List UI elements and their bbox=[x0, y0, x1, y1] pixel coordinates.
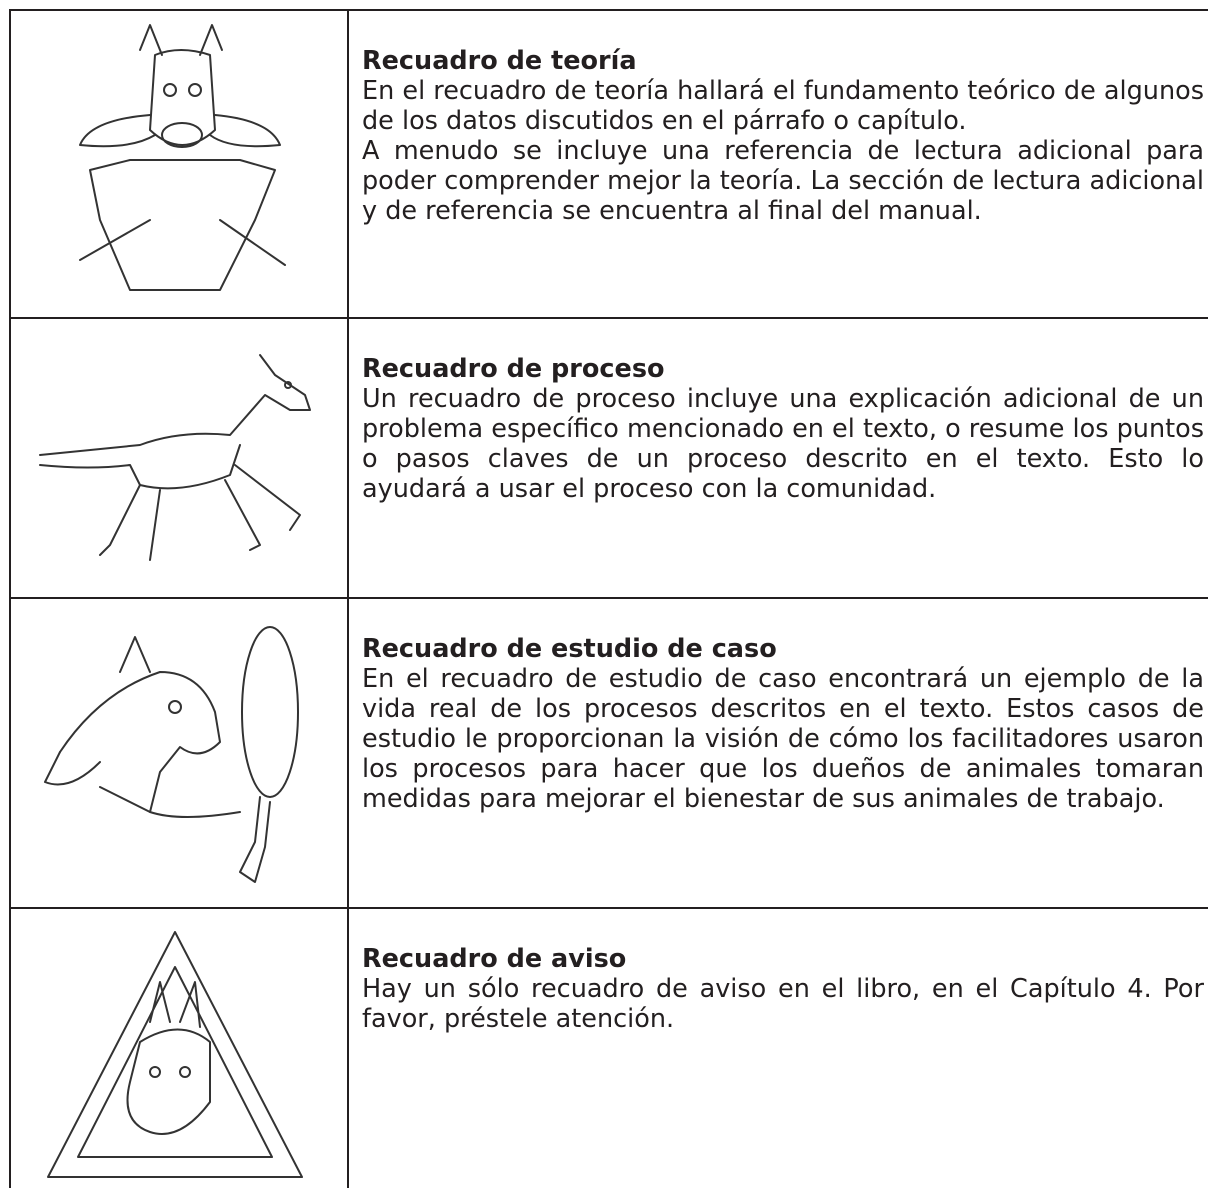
row-body: Hay un sólo recuadro de aviso en el libr… bbox=[362, 974, 1204, 1034]
row-divider bbox=[10, 597, 1208, 599]
row-body: En el recuadro de teoría hallará el fund… bbox=[362, 76, 1204, 136]
reading-horse-illustration bbox=[79, 24, 286, 291]
row-body: En el recuadro de estudio de caso encont… bbox=[362, 664, 1204, 814]
row-title: Recuadro de aviso bbox=[362, 944, 627, 974]
row-title: Recuadro de proceso bbox=[362, 354, 665, 384]
row-text: Recuadro de estudio de caso En el recuad… bbox=[362, 634, 1204, 814]
row-body: A menudo se incluye una referencia de le… bbox=[362, 136, 1204, 226]
table-border bbox=[10, 9, 1208, 11]
row-text: Recuadro de aviso Hay un sólo recuadro d… bbox=[362, 944, 1204, 1034]
row-title: Recuadro de teoría bbox=[362, 46, 637, 76]
row-body: Un recuadro de proceso incluye una expli… bbox=[362, 384, 1204, 504]
row-divider bbox=[10, 907, 1208, 909]
magnifier-horse-illustration bbox=[44, 626, 299, 883]
row-divider bbox=[10, 317, 1208, 319]
row-text: Recuadro de proceso Un recuadro de proce… bbox=[362, 354, 1204, 504]
warning-triangle-illustration bbox=[47, 931, 303, 1178]
row-title: Recuadro de estudio de caso bbox=[362, 634, 777, 664]
row-text: Recuadro de teoría En el recuadro de teo… bbox=[362, 46, 1204, 226]
running-horse-illustration bbox=[39, 354, 311, 561]
